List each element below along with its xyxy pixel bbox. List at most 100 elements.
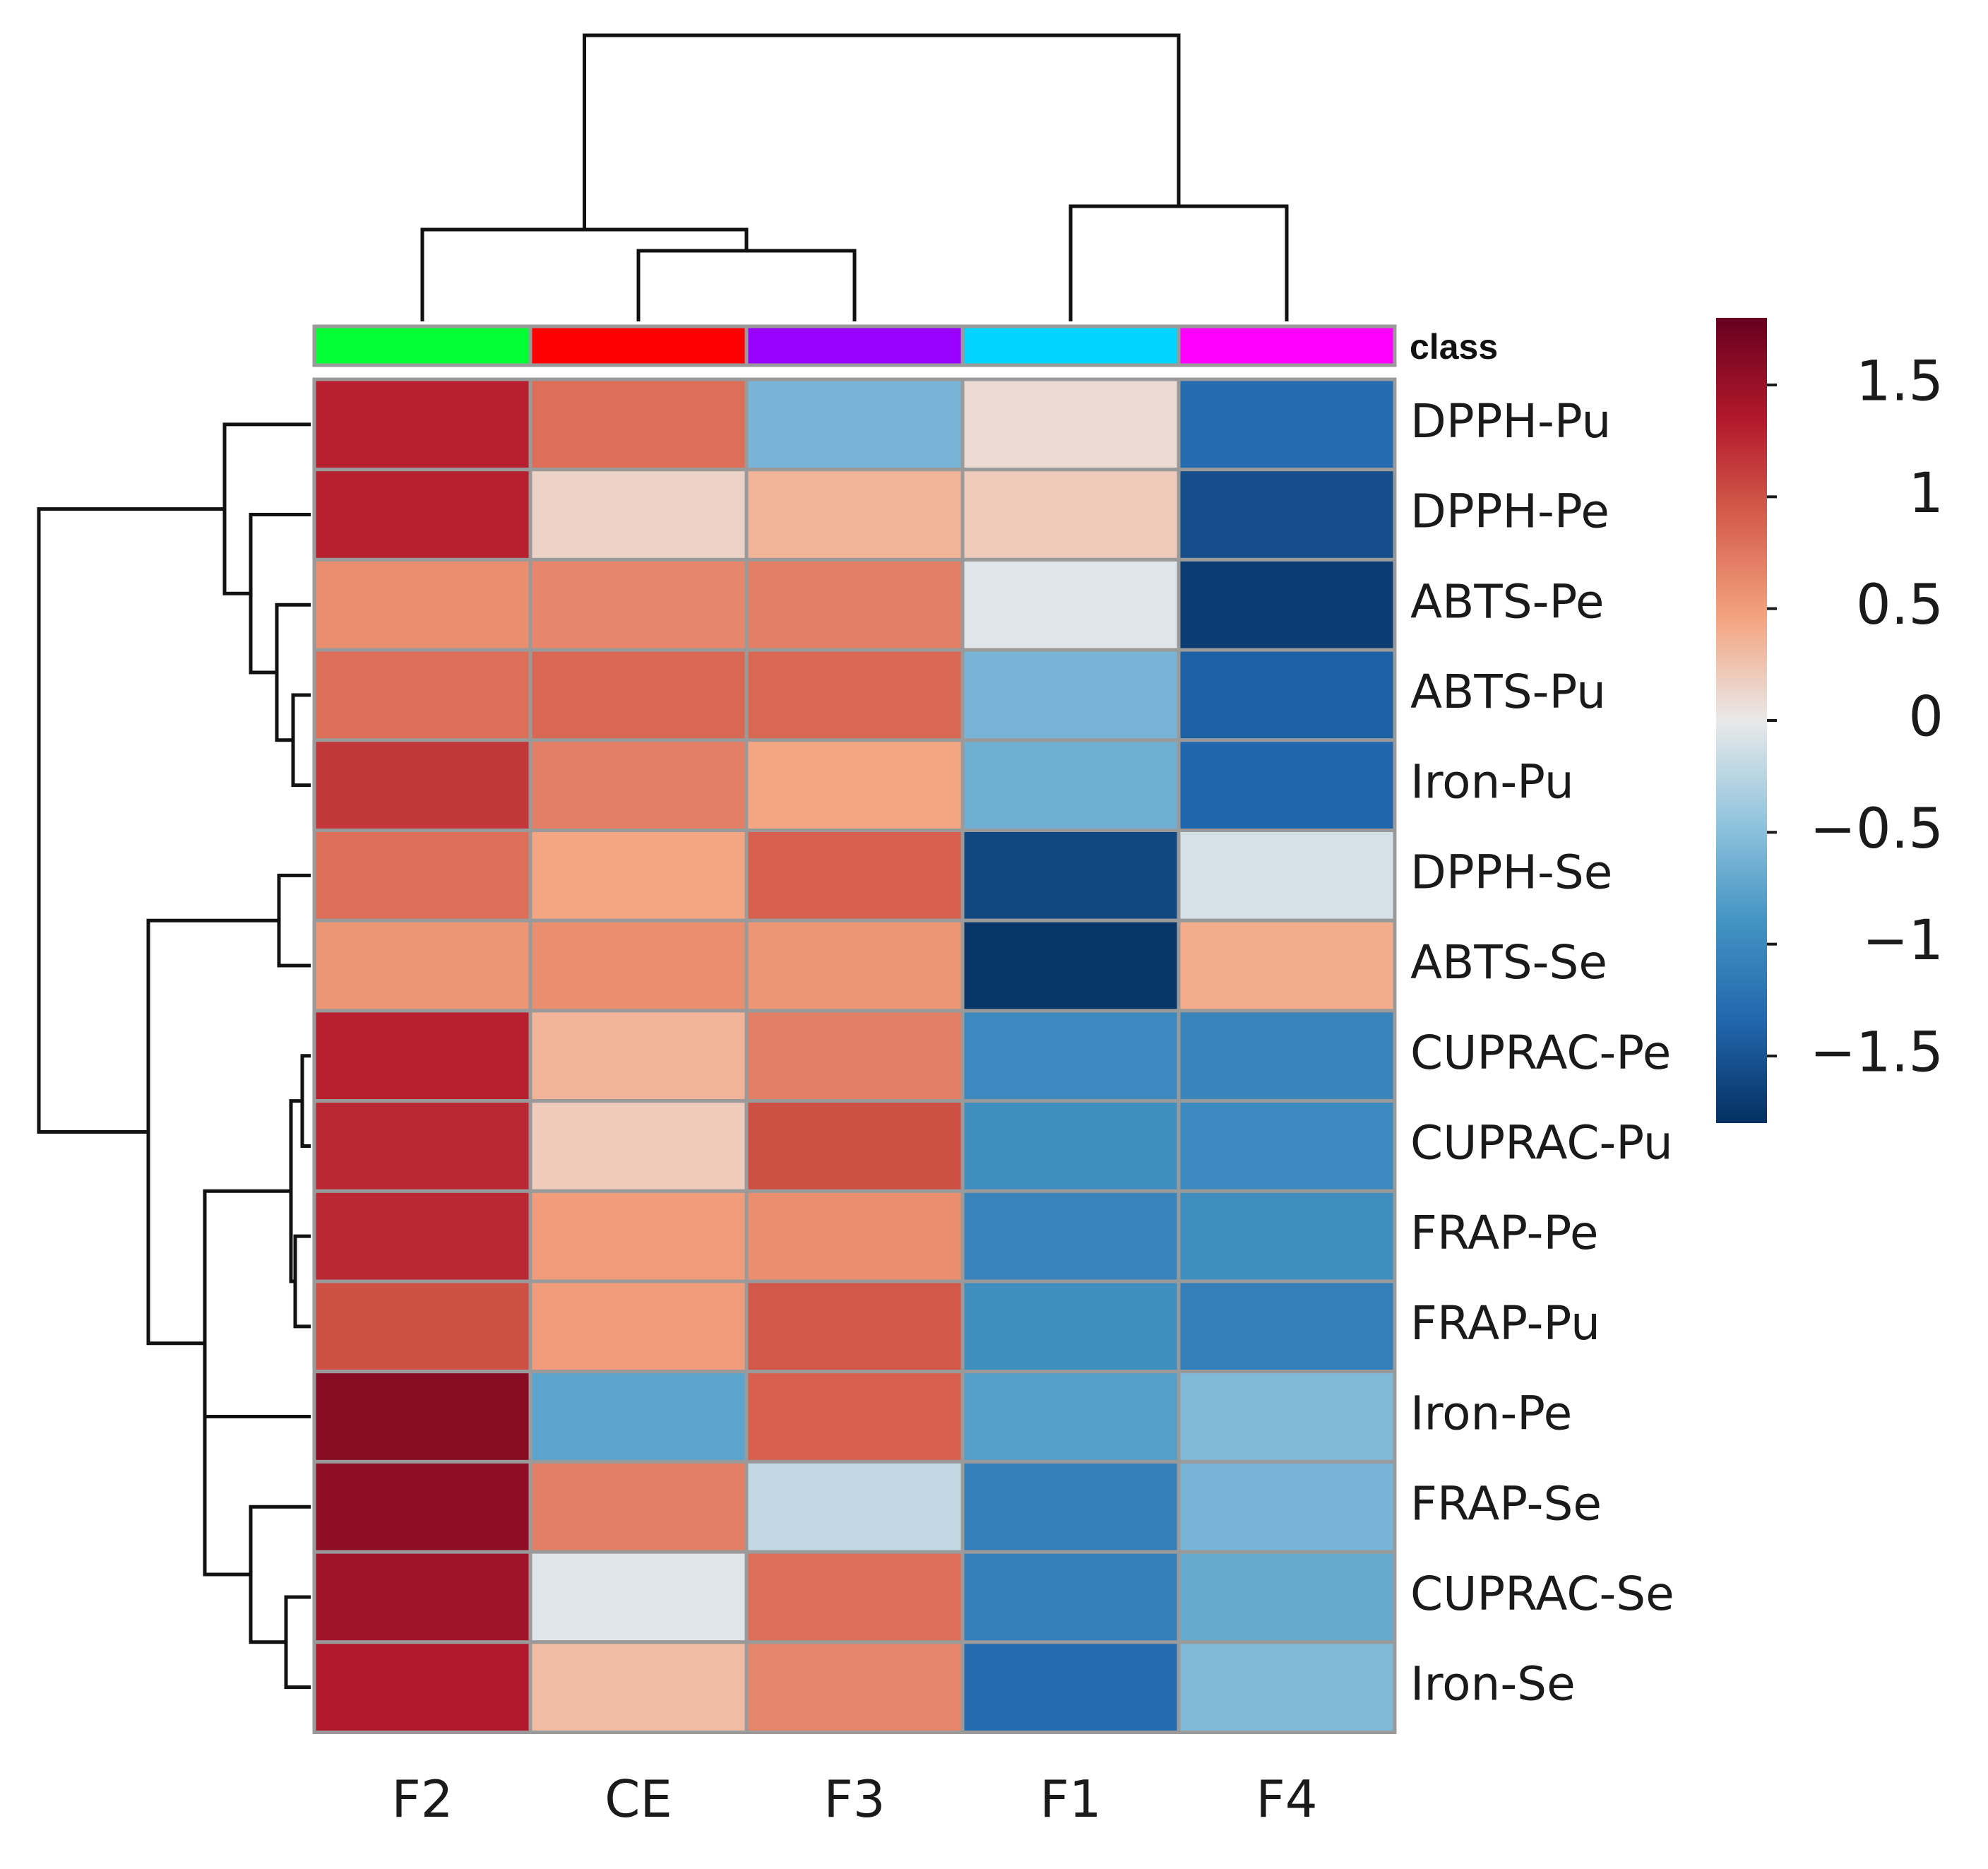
heatmap-cell-frap-se-f2 <box>312 1459 532 1554</box>
class-cell-f4 <box>1177 324 1397 367</box>
heatmap-cell-abts-pu-f3 <box>744 648 965 742</box>
heatmap-cell-iron-se-f3 <box>744 1640 965 1735</box>
heatmap-cell-abts-se-ce <box>528 918 749 1013</box>
heatmap-cell-frap-pu-f2 <box>312 1279 532 1374</box>
heatmap-cell-cuprac-pu-f3 <box>744 1099 965 1193</box>
row-label: Iron-Se <box>1410 1657 1576 1711</box>
row-label: ABTS-Se <box>1410 935 1607 990</box>
column-label: F3 <box>823 1769 885 1829</box>
row-label: ABTS-Pe <box>1410 574 1605 629</box>
row-label: FRAP-Se <box>1410 1476 1602 1531</box>
heatmap-cell-dpph-se-f3 <box>744 829 965 922</box>
heatmap-cell-abts-se-f1 <box>960 918 1181 1013</box>
column-dendrogram <box>420 33 1289 321</box>
column-label: F2 <box>391 1769 453 1829</box>
row-label: Iron-Pu <box>1410 755 1574 809</box>
heatmap-cell-abts-pe-f4 <box>1177 557 1397 652</box>
heatmap-cell-abts-se-f4 <box>1177 918 1397 1013</box>
heatmap-cell-cuprac-se-f3 <box>744 1550 965 1644</box>
heatmap-cell-frap-se-f4 <box>1177 1459 1397 1554</box>
row-dendrogram-link <box>293 1234 311 1329</box>
column-label: F4 <box>1256 1769 1317 1829</box>
heatmap-cell-dpph-pe-f1 <box>960 468 1181 562</box>
row-dendrogram-link <box>284 1595 311 1690</box>
heatmap-cell-dpph-se-ce <box>528 829 749 922</box>
row-label: DPPH-Se <box>1410 845 1612 899</box>
heatmap-cell-cuprac-pu-f2 <box>312 1099 532 1193</box>
row-label: FRAP-Pu <box>1410 1296 1600 1351</box>
heatmap-cell-frap-pe-f1 <box>960 1189 1181 1283</box>
heatmap-cell-iron-pu-ce <box>528 738 749 833</box>
heatmap-cell-abts-pu-f1 <box>960 648 1181 742</box>
column-labels: F2 CE F3 F1 F4 <box>391 1769 1317 1829</box>
color-scale-tick-label: −1.5 <box>1810 1021 1944 1084</box>
class-label: class <box>1410 327 1498 367</box>
class-cell-f3 <box>744 324 965 367</box>
color-scale-tick-label: 0 <box>1908 685 1944 749</box>
heatmap-cell-abts-pe-f3 <box>744 557 965 652</box>
heatmap-cell-iron-pe-f1 <box>960 1370 1181 1464</box>
heatmap-cell-iron-pe-f3 <box>744 1370 965 1464</box>
heatmap-cell-dpph-pe-f3 <box>744 468 965 562</box>
heatmap-cell-dpph-pu-f2 <box>312 377 532 472</box>
row-dendrogram-link <box>249 1505 311 1644</box>
heatmap-cell-iron-pe-f2 <box>312 1370 532 1464</box>
heatmap-cell-frap-se-ce <box>528 1459 749 1554</box>
heatmap-cell-iron-pe-f4 <box>1177 1370 1397 1464</box>
heatmap-cell-dpph-pe-f4 <box>1177 468 1397 562</box>
class-annotation-bar <box>312 324 1397 367</box>
heatmap-cell-dpph-pu-f4 <box>1177 377 1397 472</box>
row-label: Iron-Pe <box>1410 1387 1572 1441</box>
heatmap-cell-dpph-pu-ce <box>528 377 749 472</box>
class-cell-f1 <box>960 324 1181 367</box>
heatmap-cell-iron-pe-ce <box>528 1370 749 1464</box>
column-label: F1 <box>1040 1769 1101 1829</box>
heatmap-cell-dpph-se-f2 <box>312 829 532 922</box>
heatmap-cell-dpph-pe-f2 <box>312 468 532 562</box>
color-scale-tick-label: −1 <box>1862 909 1944 973</box>
row-label: DPPH-Pe <box>1410 485 1609 539</box>
row-dendrogram-link <box>291 693 311 788</box>
heatmap-cell-abts-pe-f2 <box>312 557 532 652</box>
heatmap-cell-dpph-pu-f1 <box>960 377 1181 472</box>
heatmap-cell-dpph-pe-ce <box>528 468 749 562</box>
color-scale-tick-label: 1 <box>1908 462 1944 526</box>
heatmap-cells <box>312 377 1397 1735</box>
heatmap-cell-abts-se-f3 <box>744 918 965 1013</box>
heatmap-cell-iron-se-f1 <box>960 1640 1181 1735</box>
heatmap-cell-cuprac-pu-f1 <box>960 1099 1181 1193</box>
heatmap-cell-abts-se-f2 <box>312 918 532 1013</box>
heatmap-cell-cuprac-se-f2 <box>312 1550 532 1644</box>
color-scale-bar <box>1716 318 1767 1123</box>
heatmap-cell-iron-pu-f1 <box>960 738 1181 833</box>
column-dendrogram-link <box>420 227 749 321</box>
row-dendrogram-link <box>203 1415 311 1577</box>
heatmap-cell-frap-pu-f1 <box>960 1279 1181 1374</box>
row-dendrogram-link <box>222 422 311 595</box>
column-dendrogram-link <box>1069 204 1289 321</box>
heatmap-cell-frap-pe-ce <box>528 1189 749 1283</box>
class-cell-f2 <box>312 324 532 367</box>
row-labels: DPPH-Pu DPPH-Pe ABTS-Pe ABTS-Pu Iron-Pu DPPH-… <box>1410 394 1674 1711</box>
heatmap-cell-cuprac-pu-f4 <box>1177 1099 1397 1193</box>
heatmap-cell-cuprac-pe-f3 <box>744 1009 965 1103</box>
color-scale-tick-label: 0.5 <box>1856 574 1944 637</box>
heatmap-cell-cuprac-pe-ce <box>528 1009 749 1103</box>
row-label: FRAP-Pe <box>1410 1206 1599 1260</box>
row-label: ABTS-Pu <box>1410 665 1606 719</box>
row-dendrogram-link <box>249 513 311 675</box>
heatmap-cell-frap-pe-f4 <box>1177 1189 1397 1283</box>
heatmap-cell-frap-se-f1 <box>960 1459 1181 1554</box>
heatmap-cell-frap-se-f3 <box>744 1459 965 1554</box>
column-dendrogram-link <box>583 33 1181 230</box>
heatmap-cell-frap-pu-f4 <box>1177 1279 1397 1374</box>
color-scale-legend: 1.5 1 0.5 0 −0.5 −1 −1.5 <box>1716 318 1944 1123</box>
heatmap-cell-dpph-se-f1 <box>960 829 1181 922</box>
heatmap-cell-abts-pu-f2 <box>312 648 532 742</box>
heatmap-cell-iron-pu-f3 <box>744 738 965 833</box>
color-scale-tick-label: −0.5 <box>1810 797 1944 861</box>
row-dendrogram <box>37 422 311 1690</box>
heatmap-cell-frap-pe-f2 <box>312 1189 532 1283</box>
heatmap-cell-iron-pu-f2 <box>312 738 532 833</box>
row-label: DPPH-Pu <box>1410 394 1611 449</box>
